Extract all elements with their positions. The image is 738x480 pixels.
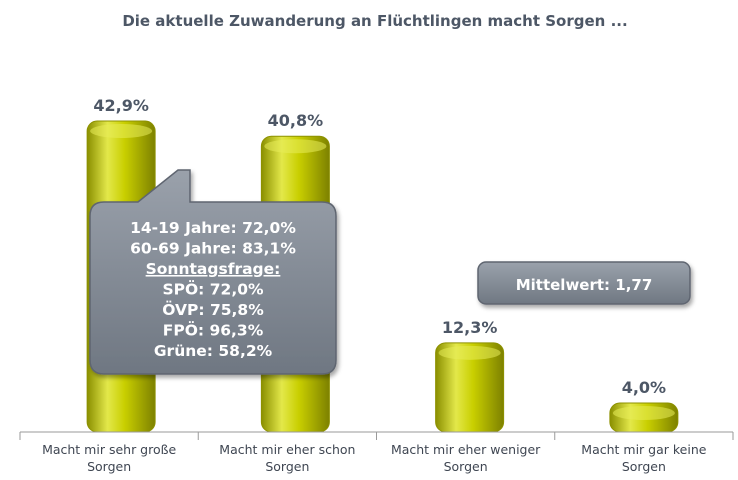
chart-title: Die aktuelle Zuwanderung an Flüchtlingen… — [122, 12, 627, 30]
value-label-2: 40,8% — [268, 111, 324, 130]
category-label-3: Macht mir eher weniger Sorgen — [391, 442, 541, 474]
mean-label: Mittelwert: 1,77 — [516, 276, 653, 294]
callout-line-1: 14-19 Jahre: 72,0% — [130, 219, 296, 237]
callout-line-4: SPÖ: 72,0% — [162, 280, 264, 299]
value-label-1: 42,9% — [93, 96, 149, 115]
bar-highlight-2 — [264, 139, 327, 154]
callout-line-6: FPÖ: 96,3% — [163, 321, 264, 340]
callout-line-3: Sonntagsfrage: — [146, 260, 281, 278]
bar-highlight-4 — [612, 406, 675, 421]
callout-line-5: ÖVP: 75,8% — [162, 300, 264, 319]
bar-highlight-1 — [90, 124, 153, 138]
category-label-1: Macht mir sehr große Sorgen — [42, 442, 176, 474]
callout-bubble — [89, 169, 337, 375]
callout-line-2: 60-69 Jahre: 83,1% — [130, 240, 296, 258]
mean-box — [477, 261, 691, 305]
category-label-4: Macht mir gar keine Sorgen — [581, 442, 706, 474]
category-labels-group: Macht mir sehr große Sorgen Macht mir eher… — [42, 442, 707, 474]
callout-line-7: Grüne: 58,2% — [154, 342, 273, 360]
x-axis-ticks — [19, 432, 734, 440]
callout-text-group: 14-19 Jahre: 72,0% 60-69 Jahre: 83,1% Sonn… — [130, 219, 296, 360]
value-labels-group: 42,9% 40,8% 12,3% 4,0% — [93, 96, 666, 397]
value-label-4: 4,0% — [622, 378, 666, 397]
bar-highlight-3 — [438, 345, 501, 360]
category-label-2: Macht mir eher schon Sorgen — [219, 442, 355, 474]
value-label-3: 12,3% — [442, 318, 498, 337]
